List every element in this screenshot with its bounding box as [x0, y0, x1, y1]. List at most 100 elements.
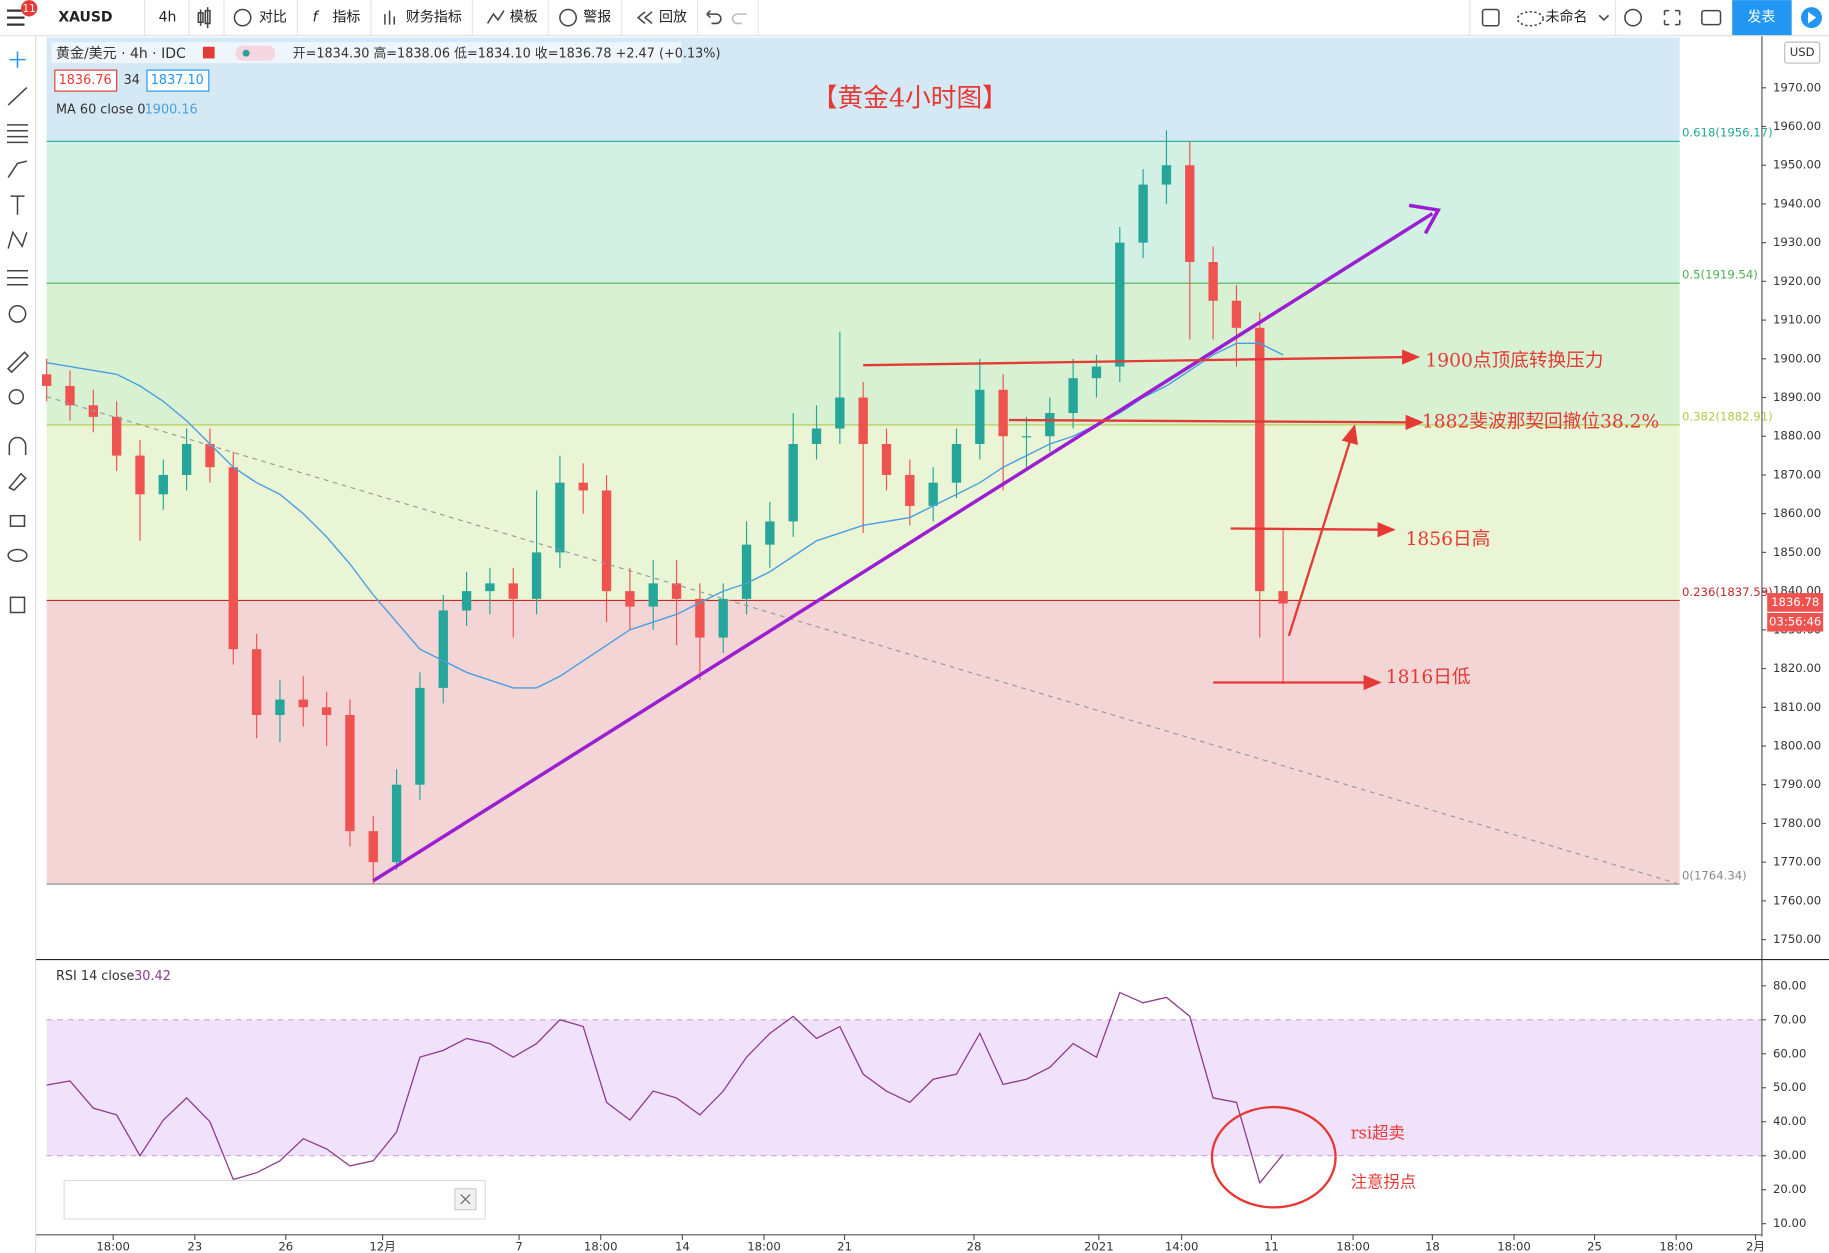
candle-body	[788, 443, 798, 522]
candle-body	[1138, 184, 1148, 243]
candle-body	[1255, 327, 1265, 592]
trash-tool[interactable]	[9, 596, 26, 614]
redo[interactable]	[731, 13, 747, 25]
x-tick-label: 23	[187, 1240, 202, 1253]
status-pill	[235, 45, 276, 61]
y-tick-label: 1800.00	[1773, 738, 1821, 752]
toolbar-item[interactable]: 回放	[659, 10, 687, 26]
candle-body	[905, 474, 915, 506]
annotation: rsi超卖	[1351, 1123, 1405, 1142]
publish[interactable]: 发表	[1747, 10, 1775, 26]
popup	[63, 1179, 486, 1220]
fib-label: 0(1764.34)	[1682, 868, 1747, 882]
toolbar-item[interactable]: 对比	[259, 10, 287, 26]
dropdown[interactable]	[1598, 14, 1610, 22]
toolbar-item[interactable]: 财务指标	[406, 10, 462, 26]
annotation: 注意拐点	[1351, 1172, 1416, 1191]
rsi-title: RSI 14 close	[56, 969, 134, 984]
symbol[interactable]: XAUSD	[58, 10, 112, 26]
annotation-arrows	[863, 349, 1424, 691]
candle-body	[881, 443, 892, 475]
cursor-tool[interactable]	[9, 51, 26, 68]
candle-body	[1161, 165, 1172, 185]
candle-body	[135, 455, 145, 495]
candle-body	[765, 521, 775, 545]
candle-body	[251, 649, 262, 716]
compare-icon	[233, 8, 252, 27]
toolbar-item[interactable]: 模板	[510, 10, 538, 26]
arrow-head	[1405, 414, 1424, 430]
bid: 1836.76	[59, 73, 112, 88]
candle-body	[345, 715, 355, 832]
layout-name[interactable]: 未命名	[1546, 9, 1588, 26]
y-tick-label: 1880.00	[1773, 429, 1821, 443]
brush-tool[interactable]	[7, 160, 28, 178]
x-tick-label: 7	[515, 1240, 522, 1253]
x-tick-label: 26	[278, 1240, 293, 1253]
arrow-head	[1377, 522, 1396, 538]
toolbar-item[interactable]: 警报	[583, 10, 611, 26]
candle-body	[1278, 591, 1288, 604]
side-tools[interactable]	[6, 51, 30, 614]
camera-icon[interactable]	[1701, 9, 1722, 26]
line-tool[interactable]	[7, 87, 28, 106]
pattern-tool[interactable]	[7, 230, 28, 249]
close-icon	[460, 1194, 471, 1205]
y-tick-label: 80.00	[1773, 978, 1806, 992]
candle-body	[928, 482, 938, 506]
measure-tool[interactable]	[6, 269, 28, 286]
fx-icon: f	[313, 10, 320, 26]
y-tick-label: 1760.00	[1773, 893, 1821, 907]
replay-icon	[636, 11, 653, 25]
fib-tool[interactable]	[6, 124, 28, 144]
ask: 1837.10	[151, 73, 204, 88]
candle-body	[298, 699, 308, 708]
candle-body	[531, 552, 542, 599]
annotation: 1900点顶底转换压力	[1425, 351, 1603, 372]
y-tick-label: 60.00	[1773, 1046, 1806, 1060]
eye-tool[interactable]	[7, 548, 28, 562]
zoom-tool[interactable]	[8, 388, 25, 405]
fullscreen-icon[interactable]	[1663, 9, 1681, 26]
fib-label: 0.236(1837.59)	[1682, 585, 1773, 599]
countdown-box	[1767, 612, 1824, 632]
lock-tool[interactable]	[9, 514, 26, 527]
y-tick-label: 1900.00	[1773, 351, 1821, 365]
fib-zone	[46, 141, 1680, 284]
undo[interactable]	[706, 10, 722, 25]
rsi-circle	[1210, 1105, 1337, 1209]
candle-body	[485, 583, 495, 592]
interval[interactable]: 4h	[159, 10, 177, 26]
last-price-box	[1767, 593, 1824, 612]
candle-body	[205, 443, 215, 468]
candle-body	[415, 687, 425, 785]
candle-body	[1208, 262, 1218, 301]
publish-button[interactable]	[1732, 0, 1792, 36]
toolbar-item[interactable]: 指标	[332, 10, 360, 26]
y-tick-label: 1810.00	[1773, 700, 1821, 714]
y-tick-label: 1910.00	[1773, 313, 1821, 327]
play-icon	[1808, 11, 1817, 24]
x-tick-label: 18	[1425, 1240, 1440, 1253]
x-tick-label: 2021	[1084, 1240, 1114, 1253]
y-tick-label: 1920.00	[1773, 274, 1821, 288]
candle-body	[625, 591, 635, 607]
ruler-tool[interactable]	[7, 351, 30, 374]
checkbox[interactable]	[1481, 8, 1500, 27]
y-tick-label: 1930.00	[1773, 235, 1821, 249]
y-tick-label: 1860.00	[1773, 506, 1821, 520]
settings-icon[interactable]	[1624, 8, 1642, 27]
y-tick-label: 1780.00	[1773, 816, 1821, 830]
text-tool[interactable]	[10, 195, 25, 215]
candle-body	[835, 397, 845, 429]
candle-body	[508, 583, 518, 599]
candle-body	[111, 416, 122, 456]
y-tick-label: 1790.00	[1773, 777, 1821, 791]
candle-body	[1021, 436, 1032, 438]
magnet-tool[interactable]	[8, 436, 27, 456]
x-tick-label: 14	[675, 1240, 690, 1253]
candle-icon[interactable]	[197, 7, 211, 29]
lock-draw-tool[interactable]	[8, 472, 27, 491]
emoji-tool[interactable]	[8, 304, 27, 323]
